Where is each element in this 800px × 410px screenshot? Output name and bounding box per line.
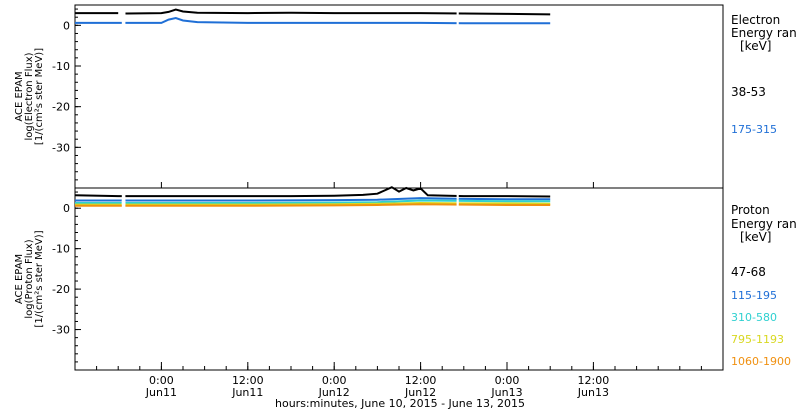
y-tick-label: 0 xyxy=(63,202,70,215)
y-axis-label-line: log(Electron Flux) xyxy=(24,52,35,140)
y-tick-label: -10 xyxy=(52,243,70,256)
x-axis-label: hours:minutes, June 10, 2015 - June 13, … xyxy=(275,397,525,410)
y-axis-label-line: ACE EPAM xyxy=(14,254,25,304)
series-line-electron-1 xyxy=(75,16,551,25)
series-line-proton-1 xyxy=(75,197,551,202)
data-gap xyxy=(456,10,459,17)
x-tick-time: 0:00 xyxy=(495,374,520,387)
y-tick-label: -10 xyxy=(52,60,70,73)
data-gap xyxy=(121,19,126,26)
x-tick-date: Jun11 xyxy=(231,386,263,399)
x-tick-date: Jun12 xyxy=(318,386,350,399)
data-gap xyxy=(456,202,459,209)
y-axis-label-line: [1/(cm²s ster MeV)] xyxy=(34,230,45,327)
legend-entry: 47-68 xyxy=(731,265,766,279)
panel-electron: 0 -10 -20 -30 ACE EPAMlog(Electron Flux)[1/(… xyxy=(14,8,797,189)
data-gap xyxy=(121,10,126,17)
legend-entry: 795-1193 xyxy=(731,333,784,346)
y-axis-label-line: ACE EPAM xyxy=(14,71,25,121)
data-gap xyxy=(121,192,126,199)
y-axis-label-line: log(Proton Flux) xyxy=(24,239,35,318)
x-tick-time: 0:00 xyxy=(149,374,174,387)
y-tick-label: -20 xyxy=(52,283,70,296)
series-line-proton-3 xyxy=(75,201,551,206)
x-tick-time: 12:00 xyxy=(405,374,437,387)
y-axis-label: ACE EPAMlog(Proton Flux)[1/(cm²s ster Me… xyxy=(14,230,45,327)
legend-title-line: Energy ran xyxy=(731,26,797,40)
y-tick-label: -30 xyxy=(52,141,70,154)
x-tick-time: 0:00 xyxy=(322,374,347,387)
y-tick-label: -30 xyxy=(52,324,70,337)
x-tick-time: 12:00 xyxy=(232,374,264,387)
panel-proton: 0 -10 -20 -30 ACE EPAMlog(Proton Flux)[1/(cm… xyxy=(14,186,797,371)
series-line-proton-2 xyxy=(75,199,551,204)
x-tick-time: 12:00 xyxy=(578,374,610,387)
legend-entry: 115-195 xyxy=(731,289,777,302)
legend-title-line: [keV] xyxy=(740,230,771,244)
series-line-electron-0 xyxy=(75,8,551,16)
data-gap xyxy=(456,19,459,26)
x-tick-date: Jun12 xyxy=(404,386,436,399)
x-tick-date: Jun13 xyxy=(490,386,522,399)
legend-entry: 175-315 xyxy=(731,123,777,136)
legend-entry: 1060-1900 xyxy=(731,355,791,368)
series-line-proton-0 xyxy=(74,186,551,198)
x-tick-date: Jun13 xyxy=(577,386,609,399)
series-line-proton-4 xyxy=(75,203,551,207)
y-axis-label: ACE EPAMlog(Electron Flux)[1/(cm²s ster … xyxy=(14,48,45,145)
y-axis-label-line: [1/(cm²s ster MeV)] xyxy=(34,48,45,145)
legend-entry: 38-53 xyxy=(731,85,766,99)
legend-entry: 310-580 xyxy=(731,311,777,324)
legend-title-line: Proton xyxy=(731,203,770,217)
legend-title-line: [keV] xyxy=(740,39,771,53)
data-gap xyxy=(121,202,126,209)
legend-title-line: Energy ran xyxy=(731,217,797,231)
x-tick-date: Jun11 xyxy=(145,386,177,399)
data-gap xyxy=(456,192,459,199)
y-tick-label: 0 xyxy=(63,19,70,32)
legend-title-line: Electron xyxy=(731,13,780,27)
y-tick-label: -20 xyxy=(52,101,70,114)
